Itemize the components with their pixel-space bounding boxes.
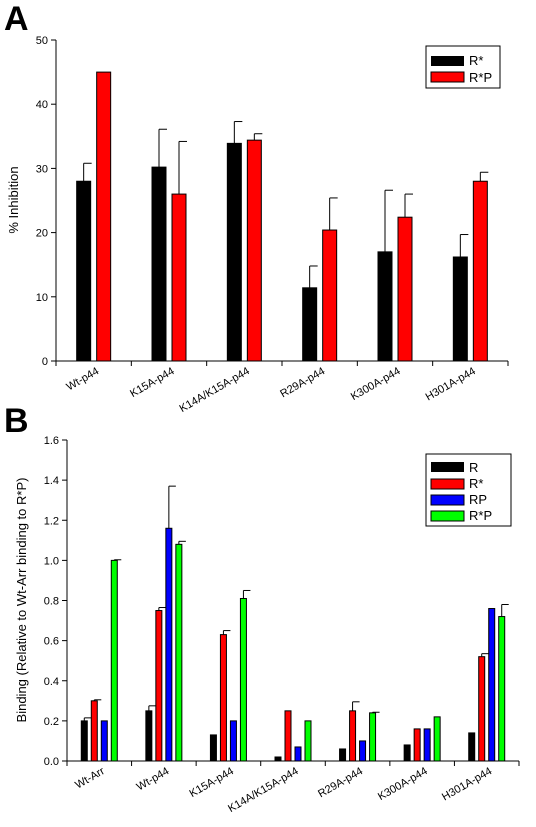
panel-b-bar-r	[274, 756, 282, 762]
panel-a-chart: A 0 10 20 30 40 50 Wt-p44 K15A-p44 K14A/K15A-p44…	[4, 0, 509, 415]
panel-b-bar-r-starp	[433, 716, 441, 762]
panel-b-x-tick-label: K15A-p44	[188, 765, 236, 800]
panel-a-y-tick-label: 0	[42, 356, 48, 368]
panel-b-bar-r-starp	[498, 616, 506, 762]
panel-b-y-tick-label: 1.2	[44, 515, 59, 527]
panel-b-legend-swatch-r-star	[430, 478, 465, 490]
panel-b-bar-rp	[488, 608, 496, 762]
panel-b-legend-label-rp: RP	[469, 492, 487, 507]
panel-b-legend-swatch-rp	[430, 494, 465, 506]
panel-a-y-tick-label: 10	[36, 292, 48, 304]
panel-b-bar-r	[145, 710, 153, 762]
panel-a-legend-swatch-r-star	[431, 56, 464, 66]
panel-b-y-tick-label: 1.0	[44, 555, 59, 567]
panel-b-bar-r	[403, 744, 411, 762]
panel-b-x-tick-label: R29A-p44	[316, 765, 365, 800]
panel-a-legend-swatch-r-star-p	[430, 71, 465, 83]
panel-b-bar-r-starp	[369, 712, 377, 762]
panel-a-x-tick-label: Wt-p44	[64, 365, 101, 393]
panel-a-legend-label-r-star: R*	[469, 53, 483, 68]
panel-b-legend-label-r-star-p: R*P	[469, 508, 492, 523]
panel-a-x-tick-label: K300A-p44	[349, 365, 403, 403]
panel-b-y-axis-title: Binding (Relative to Wt-Arr binding to R…	[14, 478, 29, 723]
panel-b-y-tick-label: 1.6	[44, 435, 59, 447]
panel-b-bar-r	[209, 734, 217, 762]
panel-a-y-tick-label: 30	[36, 163, 48, 175]
panel-a-bar-r-star	[377, 251, 393, 362]
panel-a-letter: A	[4, 0, 29, 38]
panel-b-bar-r	[80, 720, 88, 762]
panel-a-legend: R* R*P	[425, 45, 501, 89]
panel-a-marks: 0 10 20 30 40 50 Wt-p44 K15A-p44 K14A/K15A-p44 R2…	[36, 35, 509, 415]
panel-b-legend-swatch-r	[431, 462, 464, 472]
panel-a-bar-r-starp	[397, 216, 413, 362]
panel-b-x-tick-label: H301A-p44	[440, 765, 494, 803]
panel-b-legend: R R* RP R*P	[425, 453, 512, 527]
panel-b-x-tick-label: K14A/K15A-p44	[226, 765, 300, 815]
panel-b-letter: B	[4, 402, 29, 440]
panel-b-bar-r-star	[284, 710, 292, 762]
panel-a-bar-r-starp	[322, 229, 338, 362]
panel-b-legend-label-r-star: R*	[469, 476, 483, 491]
panel-a-y-tick-label: 50	[36, 35, 48, 47]
panel-a-y-axis-title: % Inhibition	[6, 166, 21, 233]
panel-b-bar-r-star	[413, 728, 421, 762]
panel-a-bar-r-starp	[171, 193, 187, 362]
panel-a-bar-r-starp	[246, 139, 262, 362]
panel-b-bar-r-starp	[304, 720, 312, 762]
panel-b-y-tick-label: 1.4	[44, 475, 59, 487]
panel-a-bar-r-star	[226, 142, 242, 362]
panel-b-bar-r-starp	[239, 597, 247, 762]
panel-b-x-tick-label: Wt-p44	[135, 765, 172, 793]
panel-b-bar-r-star	[155, 610, 163, 762]
panel-b-x-tick-label: Wt-Arr	[73, 765, 107, 791]
panel-b-y-tick-label: 0.8	[44, 596, 59, 608]
panel-b-bar-r-starp	[175, 543, 183, 762]
panel-b-bar-rp	[165, 527, 173, 762]
panel-b-bar-r-star	[90, 700, 98, 762]
panel-b-y-tick-label: 0.4	[44, 676, 59, 688]
panel-a-bar-r-star	[151, 166, 167, 362]
panel-b-bar-r-star	[219, 634, 227, 762]
panel-a-bar-r-star	[452, 256, 468, 362]
panel-a-legend-label-r-star-p: R*P	[469, 70, 492, 85]
panel-a-bar-r-starp	[472, 180, 488, 362]
panel-b-bar-r-starp	[110, 559, 118, 762]
panel-b-bar-r-star	[349, 710, 357, 762]
panel-b-chart: B 0.0 0.2 0.4 0.6 0.8 1.0 1.2 1.4 1.6 Wt-Arr Wt-p4…	[4, 402, 520, 815]
panel-b-y-tick-label: 0.6	[44, 636, 59, 648]
panel-a-x-tick-label: K15A-p44	[128, 365, 176, 400]
panel-b-bar-rp	[294, 746, 302, 762]
panel-b-bar-rp	[359, 740, 367, 762]
panel-b-bar-r-star	[478, 656, 486, 762]
panel-a-y-tick-label: 40	[36, 99, 48, 111]
panel-a-x-tick-label: R29A-p44	[278, 365, 327, 400]
panel-b-y-tick-label: 0.0	[44, 756, 59, 768]
panel-b-bar-rp	[229, 720, 237, 762]
panel-b-legend-label-r: R	[469, 460, 478, 475]
panel-a-y-tick-label: 20	[36, 228, 48, 240]
panel-b-legend-swatch-r-star-p	[430, 510, 465, 522]
panel-b-bar-rp	[100, 720, 108, 762]
panel-b-bar-rp	[423, 728, 431, 762]
panel-a-x-tick-label: K14A/K15A-p44	[178, 365, 252, 415]
panel-b-y-tick-label: 0.2	[44, 716, 59, 728]
panel-a-bar-r-star	[302, 287, 318, 362]
panel-a-bar-r-starp	[96, 71, 112, 362]
panel-a-bar-r-star	[76, 180, 92, 362]
panel-a-x-tick-label: H301A-p44	[424, 365, 478, 403]
panel-b-bar-r	[339, 748, 347, 762]
panel-b-x-tick-label: K300A-p44	[376, 765, 430, 803]
panel-b-bar-r	[468, 732, 476, 762]
